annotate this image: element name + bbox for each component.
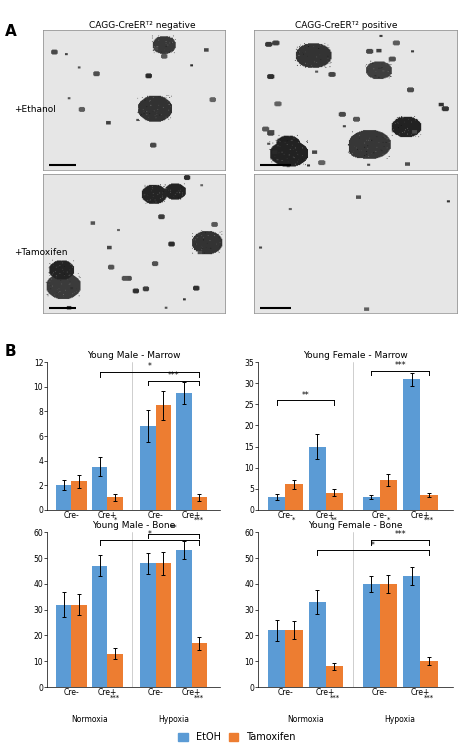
Text: *: * [147, 362, 152, 371]
Bar [268, 630, 285, 687]
Bar [140, 563, 155, 687]
Bar [309, 446, 326, 510]
Text: ***: *** [329, 695, 339, 701]
Text: *: * [113, 517, 117, 523]
Bar [108, 498, 123, 510]
Text: **: ** [301, 390, 310, 399]
Text: ***: *** [394, 530, 406, 539]
Bar [326, 667, 343, 687]
Text: ***: *** [194, 695, 204, 701]
Text: ***: *** [394, 361, 406, 370]
Bar [108, 654, 123, 687]
Bar [191, 498, 207, 510]
Bar [380, 584, 397, 687]
Bar [140, 426, 155, 510]
Bar [420, 661, 438, 687]
Bar [285, 630, 302, 687]
Bar [56, 485, 72, 510]
Bar [92, 467, 108, 510]
Text: Hypoxia: Hypoxia [158, 536, 189, 545]
Text: ***: *** [194, 517, 204, 523]
Text: ***: *** [110, 695, 120, 701]
Text: Hypoxia: Hypoxia [384, 715, 416, 724]
Bar [176, 550, 191, 687]
Bar [155, 563, 171, 687]
Bar [380, 480, 397, 510]
Text: *: * [292, 517, 296, 523]
Bar [309, 602, 326, 687]
Bar [92, 565, 108, 687]
Bar [326, 493, 343, 510]
Bar [72, 482, 87, 510]
Bar [403, 379, 420, 510]
Text: ***: *** [424, 695, 434, 701]
Bar [56, 605, 72, 687]
Bar [72, 605, 87, 687]
Text: Normoxia: Normoxia [71, 715, 108, 724]
Text: Hypoxia: Hypoxia [384, 536, 416, 545]
Bar [176, 393, 191, 510]
Text: B: B [5, 344, 17, 359]
Bar [363, 497, 380, 510]
Text: CAGG-CreERᵀ² negative: CAGG-CreERᵀ² negative [89, 21, 195, 30]
Bar [285, 485, 302, 510]
Text: ***: *** [424, 517, 434, 523]
Bar [420, 495, 438, 510]
Text: +Tamoxifen: +Tamoxifen [14, 248, 68, 257]
Text: *: * [147, 530, 152, 539]
Bar [191, 643, 207, 687]
Bar [268, 497, 285, 510]
Title: Young Male - Marrow: Young Male - Marrow [87, 351, 181, 360]
Text: **: ** [170, 524, 177, 533]
Title: Young Female - Marrow: Young Female - Marrow [303, 351, 408, 360]
Text: Normoxia: Normoxia [287, 715, 324, 724]
Title: Young Female - Bone: Young Female - Bone [308, 521, 403, 530]
Bar [403, 576, 420, 687]
Text: +Ethanol: +Ethanol [14, 105, 56, 114]
Text: *: * [371, 541, 375, 550]
Bar [155, 405, 171, 510]
Text: Normoxia: Normoxia [287, 536, 324, 545]
Bar [363, 584, 380, 687]
Text: CAGG-CreERᵀ² positive: CAGG-CreERᵀ² positive [295, 21, 397, 30]
Legend: EtOH, Tamoxifen: EtOH, Tamoxifen [174, 729, 300, 747]
Text: A: A [5, 24, 17, 39]
Text: Normoxia: Normoxia [71, 536, 108, 545]
Text: Hypoxia: Hypoxia [158, 715, 189, 724]
Text: **: ** [331, 517, 338, 523]
Text: ***: *** [168, 371, 179, 380]
Title: Young Male - Bone: Young Male - Bone [92, 521, 175, 530]
Text: *: * [387, 517, 390, 523]
